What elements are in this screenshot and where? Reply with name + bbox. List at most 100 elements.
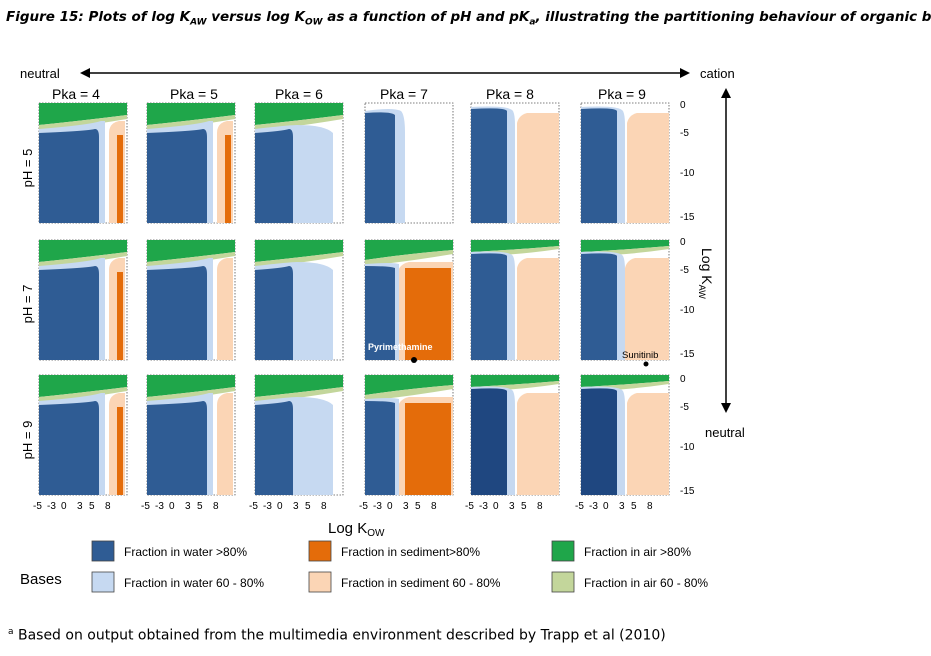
y-tick-r3-2: -5	[680, 402, 689, 413]
x-tick-c3-1: -5	[249, 501, 258, 512]
legend-label-5: Fraction in sediment 60 - 80%	[341, 576, 501, 590]
panel-grid	[38, 102, 670, 496]
top-axis-arrow	[80, 68, 690, 78]
x-tick-c3-5: 5	[305, 501, 311, 512]
caption-sub-ow: OW	[304, 17, 323, 28]
y-tick-r1-2: -5	[680, 128, 689, 139]
x-tick-c3-3: 0	[277, 501, 283, 512]
x-tick-c1-6: 8	[105, 501, 111, 512]
y-tick-r3-1: 0	[680, 374, 686, 385]
x-tick-c5-2: -3	[479, 501, 488, 512]
panel-r2-c6	[580, 239, 670, 361]
panel-r3-c4	[364, 374, 454, 496]
x-tick-c2-6: 8	[213, 501, 219, 512]
x-tick-c1-1: -5	[33, 501, 42, 512]
x-tick-c5-6: 8	[537, 501, 543, 512]
panel-r3-c6	[580, 374, 670, 496]
x-tick-c2-4: 3	[185, 501, 191, 512]
panel-r2-c5	[470, 239, 560, 361]
right-axis-arrow	[721, 88, 731, 413]
sunitinib-label: Sunitinib	[622, 350, 658, 361]
y-tick-r1-4: -15	[680, 212, 695, 223]
x-tick-c6-1: -5	[575, 501, 584, 512]
pka-label-5: Pka = 8	[486, 86, 534, 102]
legend-label-6: Fraction in air 60 - 80%	[584, 576, 708, 590]
x-tick-c6-3: 0	[603, 501, 609, 512]
legend-label-4: Fraction in water 60 - 80%	[124, 576, 264, 590]
panel-r2-c2	[146, 239, 236, 361]
pka-label-1: Pka = 4	[52, 86, 100, 102]
panel-r3-c2	[146, 374, 236, 496]
x-tick-labels: -5 -3 0 3 5 8 -5 -3 0 3 5 8 -5 -3 0 3 5 8 -5 -3 0 3 5 8 -5 -3 0 3 5 8…	[33, 501, 653, 512]
panel-r2-c3	[254, 239, 344, 361]
x-tick-c2-5: 5	[197, 501, 203, 512]
x-tick-c5-5: 5	[521, 501, 527, 512]
legend-swatch-3	[551, 540, 575, 562]
footnote-text: Based on output obtained from the multim…	[13, 627, 666, 644]
x-tick-c4-5: 5	[415, 501, 421, 512]
ph-label-1: pH = 5	[20, 149, 35, 188]
x-tick-c2-3: 0	[169, 501, 175, 512]
y-tick-r1-1: 0	[680, 100, 686, 111]
x-tick-c1-4: 3	[77, 501, 83, 512]
panel-r1-c5	[470, 102, 560, 224]
panel-r3-c5	[470, 374, 560, 496]
x-tick-c4-3: 0	[387, 501, 393, 512]
ph-label-2: pH = 7	[20, 285, 35, 324]
y-tick-r3-3: -10	[680, 442, 695, 453]
footnote: a Based on output obtained from the mult…	[8, 627, 666, 644]
pka-label-2: Pka = 5	[170, 86, 218, 102]
footnote-marker: a	[8, 627, 14, 637]
panel-r1-c2	[146, 102, 236, 224]
x-tick-c6-2: -3	[589, 501, 598, 512]
y-tick-r1-3: -10	[680, 168, 695, 179]
y-tick-r2-4: -15	[680, 349, 695, 360]
neutral-label-top: neutral	[20, 66, 60, 81]
figure-caption: Figure 15: Plots of log KAW versus log K…	[6, 8, 931, 32]
panel-r2-c1	[38, 239, 128, 361]
panel-r1-c4	[364, 102, 454, 224]
x-tick-c1-2: -3	[47, 501, 56, 512]
pka-label-4: Pka = 7	[380, 86, 428, 102]
x-tick-c5-4: 3	[509, 501, 515, 512]
x-tick-c6-6: 8	[647, 501, 653, 512]
y-tick-labels: 0 -5 -10 -15 0 -5 -10 -15 0 -5 -10 -15	[680, 100, 695, 497]
y-axis-label: Log KAW	[697, 248, 715, 299]
pka-label-6: Pka = 9	[598, 86, 646, 102]
x-tick-c3-6: 8	[321, 501, 327, 512]
neutral-label-right: neutral	[705, 425, 745, 440]
x-tick-c2-1: -5	[141, 501, 150, 512]
legend-label-3: Fraction in air >80%	[584, 545, 691, 559]
cation-label: cation	[700, 66, 735, 81]
caption-sub-aw: AW	[190, 17, 207, 28]
sunitinib-marker	[643, 361, 649, 367]
x-axis-label: Log KOW	[328, 520, 385, 539]
y-tick-r2-3: -10	[680, 305, 695, 316]
legend: Bases Fraction in water >80% Fraction in …	[20, 540, 708, 593]
panel-r1-c6	[580, 102, 670, 224]
pka-label-3: Pka = 6	[275, 86, 323, 102]
caption-text: Figure 15: Plots of log K	[6, 9, 191, 25]
x-tick-c1-3: 0	[61, 501, 67, 512]
x-tick-c6-4: 3	[619, 501, 625, 512]
panel-r1-c1	[38, 102, 128, 224]
legend-swatch-1	[91, 540, 115, 562]
pka-labels: Pka = 4 Pka = 5 Pka = 6 Pka = 7 Pka = 8 Pka =…	[52, 86, 646, 102]
y-tick-r3-4: -15	[680, 486, 695, 497]
x-tick-c4-4: 3	[403, 501, 409, 512]
panel-r3-c1	[38, 374, 128, 496]
x-tick-c5-1: -5	[465, 501, 474, 512]
legend-label-2: Fraction in sediment>80%	[341, 545, 480, 559]
y-tick-r2-2: -5	[680, 265, 689, 276]
x-tick-c5-3: 0	[493, 501, 499, 512]
pyrimethamine-label: Pyrimethamine	[368, 342, 433, 352]
legend-swatch-4	[91, 571, 115, 593]
caption-text-2: versus log K	[206, 9, 305, 25]
legend-swatch-6	[551, 571, 575, 593]
legend-swatch-2	[308, 540, 332, 562]
panel-r3-c3	[254, 374, 344, 496]
ph-label-3: pH = 9	[20, 421, 35, 460]
panel-r2-c4	[364, 239, 454, 361]
x-tick-c3-4: 3	[293, 501, 299, 512]
